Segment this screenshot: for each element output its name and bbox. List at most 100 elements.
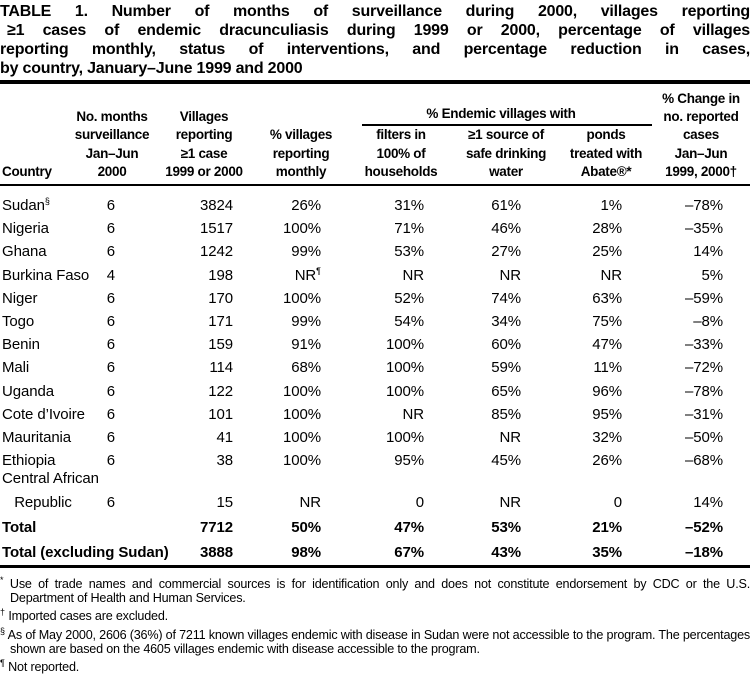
cell-country: Uganda (0, 378, 95, 401)
cell-months-surveillance: 6 (106, 289, 115, 307)
cell-filters: 100% (386, 359, 424, 377)
monthly-value: NR (294, 266, 317, 284)
cell-villages-reporting: 101 (208, 405, 233, 423)
cell-villages-reporting: 3824 (200, 197, 233, 214)
footnote-marker: § (0, 625, 6, 636)
cell-villages-reporting: 1242 (200, 243, 233, 261)
cell-filters: 0 (415, 493, 424, 511)
cell-country: Ghana (0, 238, 95, 261)
country-name: Cote d’Ivoire (2, 405, 85, 423)
table-row: Burkina Faso 4 198 NR¶ NR NR NR 5% (0, 262, 750, 285)
cell-country: Nigeria (0, 215, 95, 238)
table-title-line: TABLE 1. Number of months of surveillanc… (0, 3, 750, 20)
cell-months-surveillance: 6 (106, 220, 115, 238)
cell-safe-water: 46% (491, 220, 521, 238)
monthly-value: 99% (291, 313, 321, 331)
cell-filters: NR (402, 266, 425, 284)
country-name: Mauritania (2, 429, 72, 447)
country-name: Ghana (2, 243, 47, 261)
cell-months-surveillance: 6 (106, 336, 115, 354)
cell-ponds-abate: 96% (592, 382, 622, 400)
cell-safe-water: 65% (491, 382, 521, 400)
cell-country: Togo (0, 308, 95, 331)
cell-safe-water: NR (499, 266, 522, 284)
monthly-value: 100% (283, 289, 321, 307)
cell-country: Total (excluding Sudan) (0, 539, 169, 563)
cell-percent-reporting-monthly: 98% (235, 539, 323, 563)
cell-ponds-abate: 28% (592, 220, 622, 238)
cell-months-surveillance: 6 (106, 197, 115, 214)
monthly-value: 26% (291, 197, 321, 214)
cell-safe-water: 34% (491, 313, 521, 331)
column-header-monthly: % villages reporting monthly (269, 127, 333, 180)
table-header: Country No. months surveillance Jan–Jun … (0, 84, 750, 186)
cell-percent-reporting-monthly: NR¶ (235, 262, 323, 285)
cell-filters: 100% (386, 336, 424, 354)
top-rule (0, 80, 750, 84)
cell-percent-reporting-monthly: 100% (235, 424, 323, 447)
cell-filters: 100% (386, 429, 424, 447)
table-total-row: Total 7712 50% 47% 53% 21% –52% (0, 514, 750, 538)
country-name: Niger (2, 289, 38, 307)
cell-country: Sudan§ (0, 192, 95, 215)
monthly-value: 91% (291, 336, 321, 354)
monthly-value: 99% (291, 243, 321, 261)
cell-villages-reporting: 171 (208, 313, 233, 331)
column-header-filters: filters in 100% of households (364, 127, 438, 180)
cell-villages-reporting: 15 (216, 493, 234, 511)
country-name: Central African Republic (2, 470, 99, 511)
footnote: † Imported cases are excluded. (0, 605, 750, 623)
cell-percent-change: –8% (693, 313, 723, 331)
footnotes: * Use of trade names and commercial sour… (0, 568, 750, 675)
cell-months-surveillance: 4 (106, 266, 115, 284)
cell-percent-reporting-monthly: 100% (235, 285, 323, 308)
cell-months-surveillance: 6 (106, 359, 115, 377)
cell-country: Total (0, 514, 95, 538)
country-name: Benin (2, 336, 40, 354)
cell-ponds-abate: 63% (592, 289, 622, 307)
cell-months-surveillance: 6 (106, 493, 115, 511)
cell-percent-change: –78% (685, 197, 723, 214)
cell-safe-water: NR (499, 429, 522, 447)
cell-percent-reporting-monthly: 50% (235, 514, 323, 538)
cell-villages-reporting: 170 (208, 289, 233, 307)
country-name: Sudan (2, 197, 45, 214)
footnote-text: Imported cases are excluded. (8, 609, 168, 624)
cell-percent-reporting-monthly: 68% (235, 354, 323, 377)
cell-months-surveillance: 6 (106, 313, 115, 331)
table-row: Sudan§ 6 3824 26% 31% 61% 1% –78% (0, 192, 750, 215)
cell-filters: 53% (394, 243, 424, 261)
cell-percent-change: 14% (693, 493, 723, 511)
cell-filters: 95% (394, 452, 424, 470)
cell-percent-change: –72% (685, 359, 723, 377)
cell-percent-reporting-monthly: 100% (235, 215, 323, 238)
table-title-line: by country, January–June 1999 and 2000 (0, 60, 303, 77)
cell-filters: NR (402, 405, 425, 423)
cell-ponds-abate: 32% (592, 429, 622, 447)
footnote: ¶ Not reported. (0, 656, 750, 674)
cell-percent-change: 5% (701, 266, 724, 284)
cell-filters: 52% (394, 289, 424, 307)
country-name: Togo (2, 313, 35, 331)
cell-country: Benin (0, 331, 95, 354)
cell-safe-water: 45% (491, 452, 521, 470)
cell-months-surveillance: 6 (106, 243, 115, 261)
cell-country: Mauritania (0, 424, 95, 447)
footnote: § As of May 2000, 2606 (36%) of 7211 kno… (0, 624, 750, 657)
footnote-text: Not reported. (8, 660, 80, 675)
cell-percent-reporting-monthly: 26% (235, 192, 323, 215)
column-group-label: % Endemic villages with (426, 106, 576, 121)
country-name: Total (excluding Sudan) (2, 544, 169, 562)
cell-ponds-abate: 95% (592, 405, 622, 423)
cell-villages-reporting: 114 (209, 359, 233, 377)
cell-safe-water: 43% (491, 544, 521, 562)
monthly-value: 68% (291, 359, 321, 377)
cell-villages-reporting: 1517 (200, 220, 233, 238)
cell-percent-change: 14% (693, 243, 723, 261)
monthly-value: 50% (291, 518, 321, 536)
cell-months-surveillance: 6 (106, 382, 115, 400)
footnote: * Use of trade names and commercial sour… (0, 573, 750, 606)
cell-percent-change: –18% (685, 544, 723, 562)
cell-filters: 47% (394, 518, 424, 536)
footnote-text: As of May 2000, 2606 (36%) of 7211 known… (7, 628, 750, 657)
